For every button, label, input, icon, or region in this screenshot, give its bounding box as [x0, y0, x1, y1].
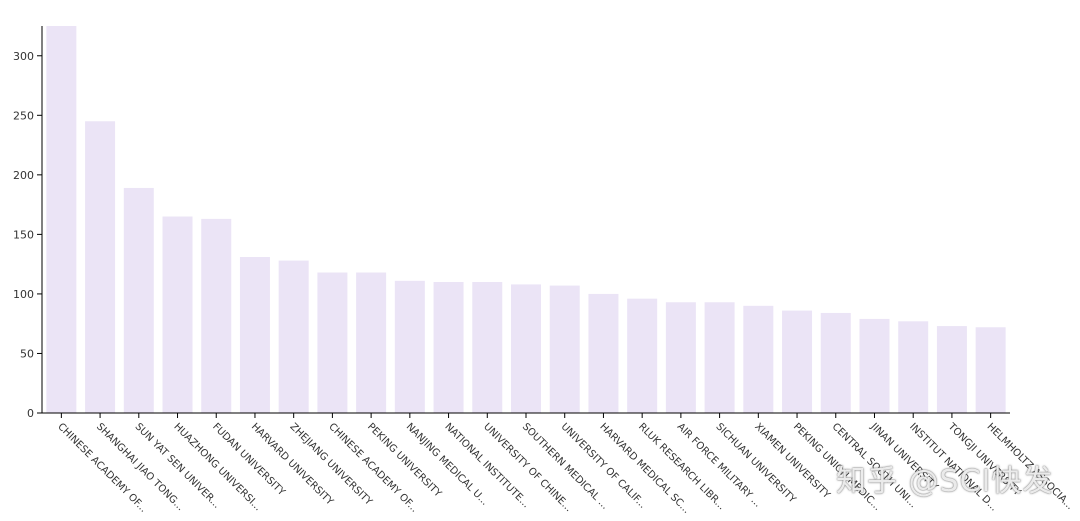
- x-tick-label: PEKING UNIVERSITY: [365, 421, 444, 500]
- bar: [162, 216, 193, 413]
- bar: [975, 327, 1006, 413]
- bar: [278, 260, 309, 413]
- y-tick-label: 50: [20, 347, 34, 360]
- bar: [782, 310, 813, 413]
- y-tick-label: 300: [13, 50, 34, 63]
- bar: [665, 302, 696, 413]
- bar: [433, 282, 464, 413]
- bar: [201, 218, 232, 413]
- bar: [356, 272, 387, 413]
- watermark: 知乎 @SCI快发: [836, 464, 1054, 499]
- x-tick-label: FUDAN UNIVERSITY: [210, 421, 287, 498]
- bar: [898, 321, 929, 413]
- bar: [859, 318, 890, 413]
- bar: [394, 280, 425, 413]
- bar: [549, 285, 580, 413]
- bar: [627, 298, 658, 413]
- y-axis: 0 50 100 150 200 250 300: [13, 26, 43, 420]
- bar: [239, 257, 270, 413]
- y-tick-label: 250: [13, 109, 34, 122]
- y-tick-label: 0: [27, 407, 34, 420]
- bar: [472, 282, 503, 413]
- bar: [317, 272, 348, 413]
- bar: [511, 284, 541, 413]
- bar: [936, 326, 967, 413]
- bar: [588, 293, 619, 413]
- bars-group: [46, 26, 1006, 413]
- y-tick-label: 150: [13, 228, 34, 241]
- bar: [46, 26, 77, 413]
- bar: [123, 187, 154, 413]
- y-tick-label: 200: [13, 169, 34, 182]
- bar: [85, 121, 116, 413]
- bar: [743, 305, 774, 413]
- bar: [704, 302, 735, 413]
- bar: [820, 312, 851, 413]
- x-tick-label: XIAMEN UNIVERSITY: [752, 421, 832, 501]
- y-tick-label: 100: [13, 288, 34, 301]
